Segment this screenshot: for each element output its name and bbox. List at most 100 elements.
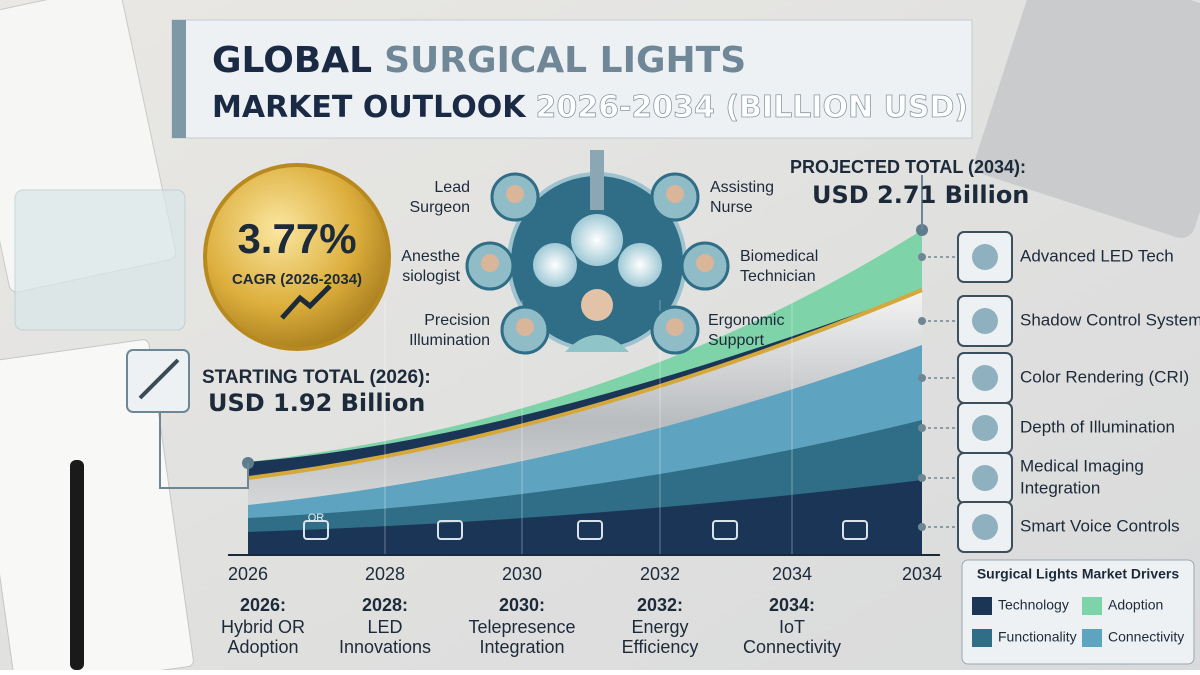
milestone-text: Efficiency (622, 637, 699, 657)
avatar-head (666, 185, 684, 203)
driver-glyph (972, 415, 998, 441)
milestone-year: 2028: (362, 595, 408, 615)
lamp (618, 243, 662, 287)
milestone-icon (303, 520, 329, 540)
driver-glyph (972, 514, 998, 540)
start-value: USD 1.92 Billion (208, 389, 425, 417)
driver-label: Medical Imaging (1020, 456, 1144, 475)
avatar-head (506, 185, 524, 203)
milestone-year: 2030: (499, 595, 545, 615)
milestone-text: Telepresence (468, 617, 575, 637)
milestone-text: Connectivity (743, 637, 841, 657)
icon-text: OR (308, 512, 325, 524)
legend-label: Functionality (998, 629, 1077, 645)
milestone-year: 2034: (769, 595, 815, 615)
driver-label: Advanced LED Tech (1020, 246, 1174, 265)
avatar-head (696, 254, 714, 272)
driver-dot (918, 424, 926, 432)
x-axis-label: 2032 (640, 564, 680, 584)
driver-glyph (972, 465, 998, 491)
driver-glyph (972, 244, 998, 270)
driver-dot (918, 523, 926, 531)
milestone-text: Hybrid OR (221, 617, 305, 637)
driver-label: Depth of Illumination (1020, 417, 1175, 436)
milestone-icon (577, 520, 603, 540)
milestone-text: LED (367, 617, 402, 637)
scalpel (138, 358, 180, 400)
surgeon-avatar (581, 289, 613, 321)
driver-dot (918, 474, 926, 482)
laptop (975, 0, 1200, 239)
driver-label: Color Rendering (CRI) (1020, 367, 1189, 386)
team-label: Support (708, 332, 765, 349)
title-word: SURGICAL LIGHTS (384, 40, 746, 81)
team-label: Illumination (409, 332, 490, 349)
milestone-text: Innovations (339, 637, 431, 657)
milestone-text: IoT (779, 617, 805, 637)
team-label: Precision (424, 312, 490, 329)
driver-dot (918, 374, 926, 382)
pen (70, 460, 84, 670)
title-line-2: MARKET OUTLOOK 2026-2034 (BILLION USD) (212, 90, 968, 125)
team-label: siologist (402, 268, 460, 285)
avatar-head (666, 318, 684, 336)
cagr-label: CAGR (2026-2034) (232, 271, 362, 288)
tablet (14, 189, 186, 331)
milestone-icon (437, 520, 463, 540)
x-axis-label: 2026 (228, 564, 268, 584)
milestone-text: Integration (479, 637, 564, 657)
lamp-arm (590, 150, 604, 210)
legend-box (961, 559, 1195, 665)
driver-glyph (972, 308, 998, 334)
driver-dot (918, 253, 926, 261)
cagr-medallion (203, 163, 391, 351)
milestone-icon (842, 520, 868, 540)
legend-label: Technology (998, 597, 1069, 613)
gold-line (247, 288, 923, 480)
legend-label: Adoption (1108, 597, 1163, 613)
driver-label: Shadow Control System (1020, 310, 1200, 329)
arrow-icon (280, 284, 332, 320)
driver-dot (918, 317, 926, 325)
legend-swatch (1082, 629, 1102, 647)
team-label: Assisting (710, 179, 774, 196)
avatar-head (481, 254, 499, 272)
team-label: Biomedical (740, 248, 818, 265)
milestone-year: 2026: (240, 595, 286, 615)
avatar-head (516, 318, 534, 336)
milestone-text: Adoption (227, 637, 298, 657)
title-word: MARKET OUTLOOK (212, 90, 527, 125)
driver-glyph (972, 365, 998, 391)
projected-value: USD 2.71 Billion (812, 181, 1029, 209)
legend-swatch (1082, 597, 1102, 615)
x-axis-label: 2028 (365, 564, 405, 584)
projected-label: PROJECTED TOTAL (2034): (790, 157, 1026, 177)
milestone-year: 2032: (637, 595, 683, 615)
cagr-value: 3.77% (237, 215, 356, 262)
legend-swatch (972, 629, 992, 647)
legend-label: Connectivity (1108, 629, 1184, 645)
start-label: STARTING TOTAL (2026): (202, 367, 431, 388)
team-label: Anesthe (401, 248, 460, 265)
title-word: 2026-2034 (BILLION USD) (535, 90, 968, 125)
title-line-1: GLOBAL SURGICAL LIGHTS (212, 40, 746, 81)
lamp (571, 214, 623, 266)
legend-title: Surgical Lights Market Drivers (977, 566, 1180, 582)
milestone-icon (712, 520, 738, 540)
milestone-text: Energy (631, 617, 688, 637)
driver-label: Integration (1020, 478, 1100, 497)
title-banner (171, 19, 973, 139)
surgeon-gown (565, 335, 629, 352)
team-label: Nurse (710, 199, 753, 216)
x-axis-label: 2034 (772, 564, 812, 584)
area-band (248, 480, 922, 555)
team-label: Surgeon (410, 199, 471, 216)
legend-swatch (972, 597, 992, 615)
team-label: Lead (434, 179, 470, 196)
title-word: GLOBAL (212, 40, 372, 81)
x-axis-label: 2030 (502, 564, 542, 584)
team-label: Technician (740, 268, 816, 285)
team-label: Ergonomic (708, 312, 784, 329)
